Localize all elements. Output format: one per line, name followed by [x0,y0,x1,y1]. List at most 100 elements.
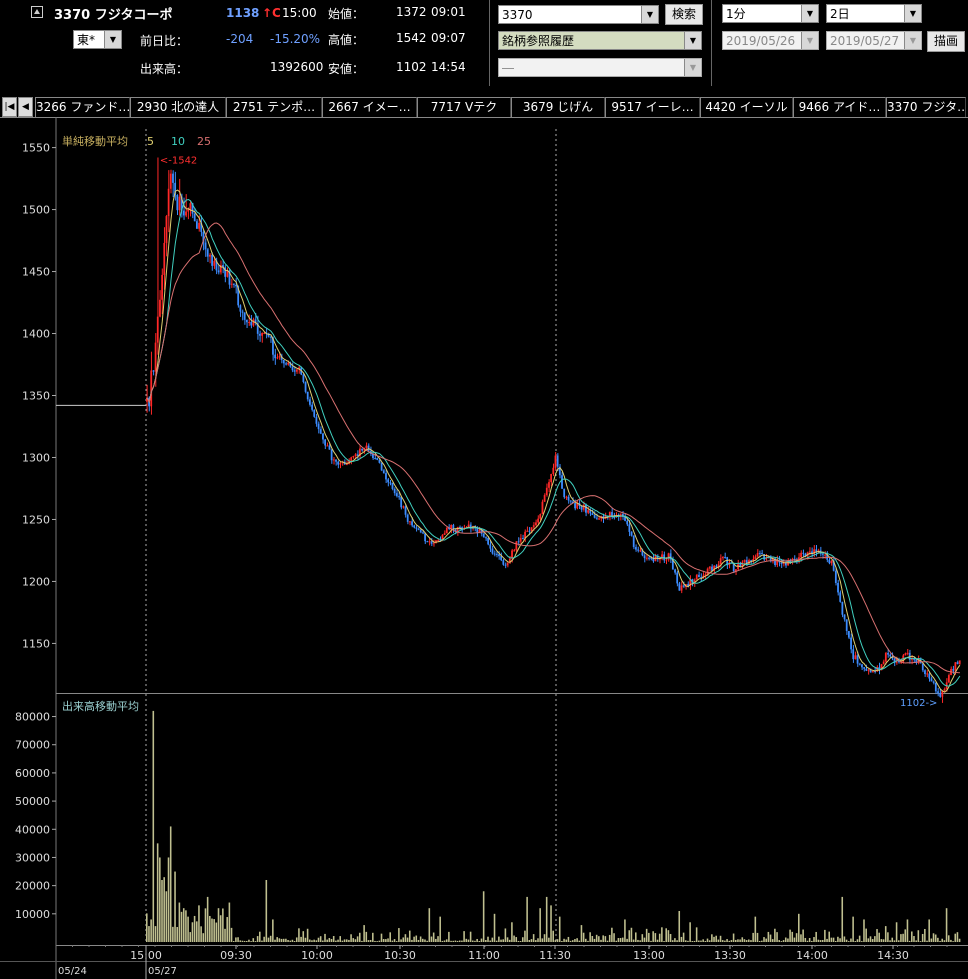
y-tick-label: 1150 [22,637,50,650]
symbol-tab[interactable]: 2751 テンポ… [226,97,322,117]
volume-bar [195,921,198,942]
candle [185,211,187,216]
to-date-select[interactable]: 2019/05/27 ▼ [826,31,922,50]
candle [485,537,487,539]
candle [545,487,548,496]
volume-bar [893,940,896,942]
chart-axes: 1550 1500 1450 1400 1350 1300 1250 1200 1150 8000… [15,142,948,979]
volume-bar [376,941,378,942]
candle [352,456,355,458]
volume-bar [261,940,263,942]
volume-bar [508,939,511,942]
volume-bar [202,933,205,942]
volume-bar [821,939,824,942]
candle [913,658,915,660]
chart-labels: <-1542 1102-> 単純移動平均 5 10 25 出来高移動平均 [62,134,937,713]
volume-bar [663,941,665,942]
y-tick-label: 1350 [22,390,50,403]
candle [154,342,157,372]
volume-bar [767,931,770,942]
symbol-tab[interactable]: 4420 イーソル [700,97,793,117]
volume-bar [852,916,854,942]
volume-bar [276,937,278,942]
x-tick-label: 14:30 [877,949,909,962]
volume-bar [272,919,274,942]
code-input[interactable]: 3370 ▼ [498,5,659,24]
candle [400,496,403,508]
candle [478,529,481,533]
candle [589,510,592,514]
price-time: 15:00 [282,6,317,20]
volume-bar [619,938,622,942]
y-tick-label: 1550 [22,142,50,155]
volume-bar [513,935,515,942]
symbol-tab[interactable]: 3370 フジタ… [886,97,966,117]
candle [324,439,326,446]
volume-bar [739,939,741,942]
volume-bar [313,939,315,942]
from-date-select[interactable]: 2019/05/26 ▼ [722,31,819,50]
candle [393,488,396,494]
candle [521,537,524,539]
candle [272,337,274,355]
volume-bar [913,936,915,942]
chart-frame [0,117,968,979]
extra-select[interactable]: ― ▼ [498,58,702,77]
candle [715,565,718,568]
x-tick-label: 13:30 [714,949,746,962]
volume-bar [930,938,933,942]
volume-bar [439,916,441,942]
chevron-down-icon: ▼ [684,59,701,76]
candle [854,655,857,660]
market-select[interactable]: 東* ▼ [73,30,122,49]
candle [178,196,181,211]
volume-bar [561,940,563,942]
candle [482,533,485,538]
first-tab-icon[interactable]: |◀ [2,97,17,117]
draw-button[interactable]: 描画 [927,31,965,52]
volume-bar [813,937,815,942]
symbol-tab[interactable]: 3266 ファンド… [35,97,130,117]
volume-bar [895,922,898,942]
search-button[interactable]: 検索 [665,4,703,25]
volume-bar [578,940,581,942]
candle [743,560,746,562]
symbol-tab[interactable]: 9517 イーレ… [605,97,700,117]
candle [232,283,235,285]
candle [180,196,183,211]
candle [198,222,200,229]
interval-select[interactable]: 1分 ▼ [722,4,819,23]
candle [204,242,207,250]
history-select[interactable]: 銘柄参照履歴 ▼ [498,31,702,50]
volume-bar [243,940,246,942]
volume-bar [337,939,339,942]
high-value: 1542 [396,31,427,45]
candle [652,557,655,562]
volume-bar [328,938,331,942]
candle [719,558,722,565]
candle [335,459,337,462]
days-select[interactable]: 2日 ▼ [826,4,922,23]
candle [802,552,805,554]
volume-bar [593,938,596,942]
volume-bar [504,928,507,942]
volume-bar [169,826,172,942]
symbol-tab[interactable]: 3679 じげん [511,97,605,117]
y-tick-label: 1200 [22,575,50,588]
symbol-icon[interactable] [31,6,43,18]
volume-bar [704,940,707,942]
symbol-tab[interactable]: 9466 アイド… [793,97,886,117]
candle [880,664,883,671]
candle [858,663,861,665]
volume-bar [608,934,611,942]
candle [932,681,935,683]
candle [771,558,774,562]
prev-tab-icon[interactable]: ◀ [18,97,33,117]
candle [906,652,909,654]
candle [713,565,716,571]
volume-bar [461,940,463,942]
volume-bar [806,940,809,942]
symbol-tab[interactable]: 2667 イメー… [322,97,417,117]
symbol-tab[interactable]: 2930 北の達人 [130,97,226,117]
symbol-tab[interactable]: 7717 Vテク [417,97,511,117]
